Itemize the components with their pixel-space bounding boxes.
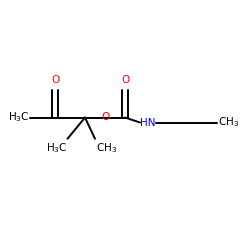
Text: CH$_3$: CH$_3$ xyxy=(96,141,118,155)
Text: HN: HN xyxy=(140,118,155,128)
Text: H$_3$C: H$_3$C xyxy=(8,110,30,124)
Text: H$_3$C: H$_3$C xyxy=(46,141,68,155)
Text: O: O xyxy=(101,112,109,122)
Text: CH$_3$: CH$_3$ xyxy=(218,116,239,130)
Text: O: O xyxy=(121,75,129,85)
Text: O: O xyxy=(51,75,59,85)
